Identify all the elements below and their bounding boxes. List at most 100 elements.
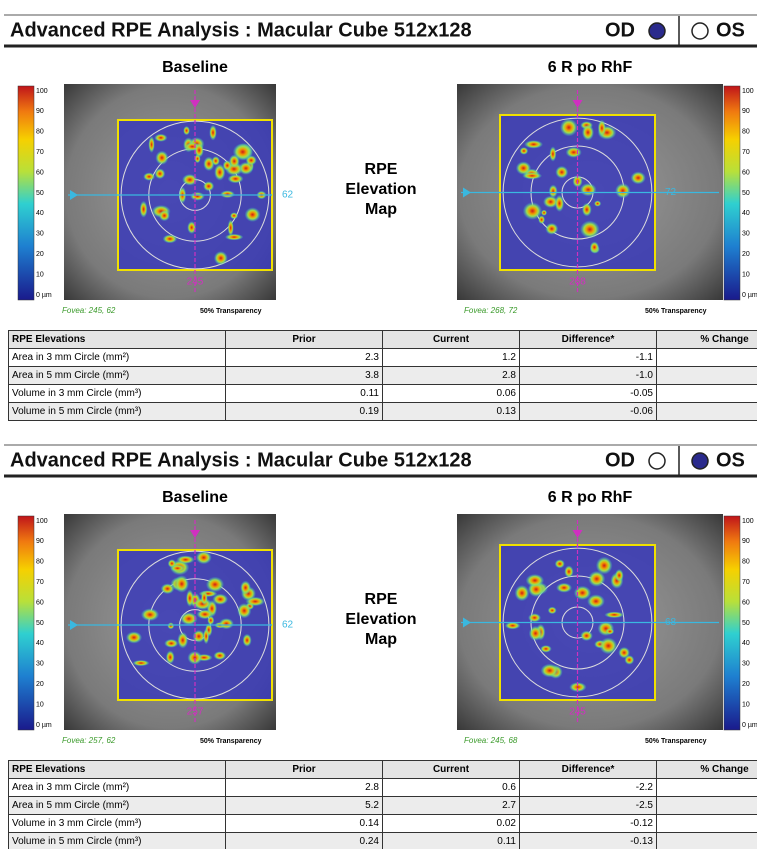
table-cell: -48.1% <box>656 796 757 815</box>
table-cell: Prior <box>225 760 383 779</box>
color-scale <box>723 515 741 731</box>
table-cell: 2.7 <box>382 796 520 815</box>
scale-label: 90 <box>742 538 750 545</box>
h-value: 62 <box>282 190 294 201</box>
table-cell: 1.2 <box>382 348 520 367</box>
h-marker <box>463 617 471 628</box>
elevation-spot <box>177 631 189 649</box>
elevation-spot <box>599 637 618 655</box>
elevation-spot <box>205 576 225 593</box>
table-cell: Current <box>382 330 520 349</box>
elevation-spot <box>615 183 631 199</box>
elevation-spot <box>556 582 573 593</box>
table-cell: 0.14 <box>225 814 383 833</box>
elevation-spot <box>581 202 592 217</box>
v-marker <box>572 100 583 108</box>
os-indicator <box>691 452 709 470</box>
elevation-spot <box>165 650 175 665</box>
v-value: 245 <box>569 707 586 718</box>
scale-label: 70 <box>742 149 750 156</box>
v-value: 245 <box>187 277 204 288</box>
scale-label: 60 <box>742 169 750 176</box>
table-row: Volume in 3 mm Circle (mm³) 0.14 0.02 -0.12… <box>8 814 757 833</box>
elevation-spot <box>143 172 156 181</box>
scale-label: 20 <box>742 681 750 688</box>
elevation-spot <box>158 210 170 222</box>
elevation-spot <box>524 140 544 149</box>
scale-label: 10 <box>36 271 44 278</box>
scale-label: 0 µm <box>742 722 757 729</box>
table-cell: 0.06 <box>382 384 520 403</box>
table-cell: -0.13 <box>519 832 657 849</box>
table-cell: -1.0 <box>519 366 657 385</box>
elevation-spot <box>174 575 190 593</box>
elevation-spot <box>540 645 552 653</box>
scale-label: 40 <box>742 210 750 217</box>
elevation-spot <box>528 625 543 641</box>
elevation-spot <box>183 125 190 136</box>
elevation-spot <box>597 119 606 137</box>
scale-label: 40 <box>742 640 750 647</box>
transparency-label: 50% Transparency <box>200 738 262 745</box>
table-cell: % Change <box>656 330 757 349</box>
elevation-spot <box>245 596 265 607</box>
od-label: OD <box>605 19 635 41</box>
map-label: Map <box>365 631 397 648</box>
scale-label: 60 <box>36 169 44 176</box>
scale-label: 50 <box>36 190 44 197</box>
scale-label: 40 <box>36 210 44 217</box>
scale-label: 0 µm <box>36 722 52 729</box>
map-label: RPE <box>365 161 398 178</box>
scale-label: 50 <box>742 190 750 197</box>
elevation-spot <box>581 124 595 141</box>
elevation-spot <box>194 142 204 158</box>
table-cell: Area in 3 mm Circle (mm²) <box>8 348 226 367</box>
elevation-spot <box>196 609 214 620</box>
elevation-spot <box>154 168 166 180</box>
table-cell: 0.6 <box>382 778 520 797</box>
os-label: OS <box>716 449 745 471</box>
scale-label: 0 µm <box>742 292 757 299</box>
table-cell: 0.02 <box>382 814 520 833</box>
table-row: Area in 5 mm Circle (mm²)5.22.7-2.5-48.1… <box>8 796 757 815</box>
scale-label: 70 <box>36 149 44 156</box>
scale-label: 50 <box>36 620 44 627</box>
scale-label: 80 <box>742 129 750 136</box>
scale-label: 80 <box>742 559 750 566</box>
elevation-spot <box>160 583 175 595</box>
elevation-spot <box>167 622 175 630</box>
table-row: Volume in 5 mm Circle (mm³) 0.19 0.13 -0.06… <box>8 402 757 421</box>
elevation-spot <box>554 559 565 569</box>
rpe-table: RPE Elevations Prior Current Difference*% C… <box>8 760 757 849</box>
elevation-spot <box>595 556 613 575</box>
scale-label: 20 <box>36 251 44 258</box>
elevation-spot <box>605 628 615 635</box>
elevation-spot <box>237 603 252 619</box>
scale-label: 100 <box>742 88 754 95</box>
scale-label: 80 <box>36 559 44 566</box>
map-label: Elevation <box>345 181 416 198</box>
header-title: Advanced RPE Analysis : Macular Cube 512… <box>10 449 472 471</box>
table-row: Volume in 3 mm Circle (mm³) 0.11 0.06 -0.05… <box>8 384 757 403</box>
table-cell: Volume in 3 mm Circle (mm³) <box>8 814 226 833</box>
elevation-spot <box>227 174 244 184</box>
elevation-spot <box>564 565 574 578</box>
table-cell: Volume in 5 mm Circle (mm³) <box>8 832 226 849</box>
elevation-spot <box>579 183 597 197</box>
elevation-spot <box>554 194 565 212</box>
table-cell: 2.8 <box>225 778 383 797</box>
elevation-spot <box>528 613 542 623</box>
table-cell: 0.24 <box>225 832 383 849</box>
fovea-label: Fovea: 257, 62 <box>62 736 116 745</box>
elevation-spot <box>195 550 212 565</box>
elevation-spot <box>140 608 160 622</box>
table-row: Area in 3 mm Circle (mm²)2.80.6-2.2-78.6… <box>8 778 757 797</box>
od-indicator <box>648 452 666 470</box>
scale-label: 100 <box>36 518 48 525</box>
baseline-label: Baseline <box>162 59 228 76</box>
table-cell: Volume in 3 mm Circle (mm³) <box>8 384 226 403</box>
table-cell: -2.5 <box>519 796 657 815</box>
table-cell: Current <box>382 760 520 779</box>
elevation-spot <box>519 147 529 155</box>
table-cell: -31.6% <box>656 402 757 421</box>
